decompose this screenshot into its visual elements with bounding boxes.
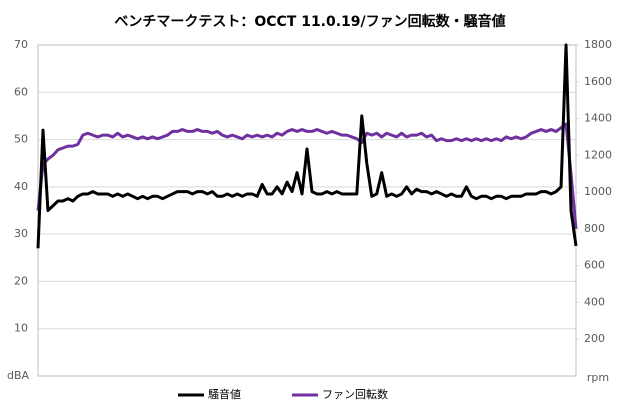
y-tick-label: 20 <box>14 274 28 287</box>
y2-tick-label: 1200 <box>584 148 612 161</box>
y2-tick-label: 1400 <box>584 112 612 125</box>
y-tick-label: 30 <box>14 227 28 240</box>
y2-tick-label: 600 <box>584 259 605 272</box>
y-axis-label: dBA <box>7 369 30 382</box>
y2-tick-label: 1600 <box>584 75 612 88</box>
series-line <box>36 43 578 249</box>
series-line <box>36 122 578 230</box>
y2-tick-label: 400 <box>584 295 605 308</box>
chart-title: ベンチマークテスト：OCCT 11.0.19/ファン回転数・騒音値 <box>114 13 505 30</box>
y2-tick-label: 200 <box>584 332 605 345</box>
y-tick-label: 10 <box>14 322 28 335</box>
y-tick-label: 60 <box>14 85 28 98</box>
y2-tick-label: 1800 <box>584 38 612 51</box>
y-tick-label: 70 <box>14 38 28 51</box>
y-tick-label: 40 <box>14 180 28 193</box>
y2-tick-label: 800 <box>584 222 605 235</box>
y-tick-label: 50 <box>14 133 28 146</box>
legend-label: ファン回転数 <box>322 388 388 401</box>
legend-label: 騒音値 <box>208 387 241 401</box>
y2-axis-label: rpm <box>587 371 609 384</box>
y2-tick-label: 1000 <box>584 185 612 198</box>
